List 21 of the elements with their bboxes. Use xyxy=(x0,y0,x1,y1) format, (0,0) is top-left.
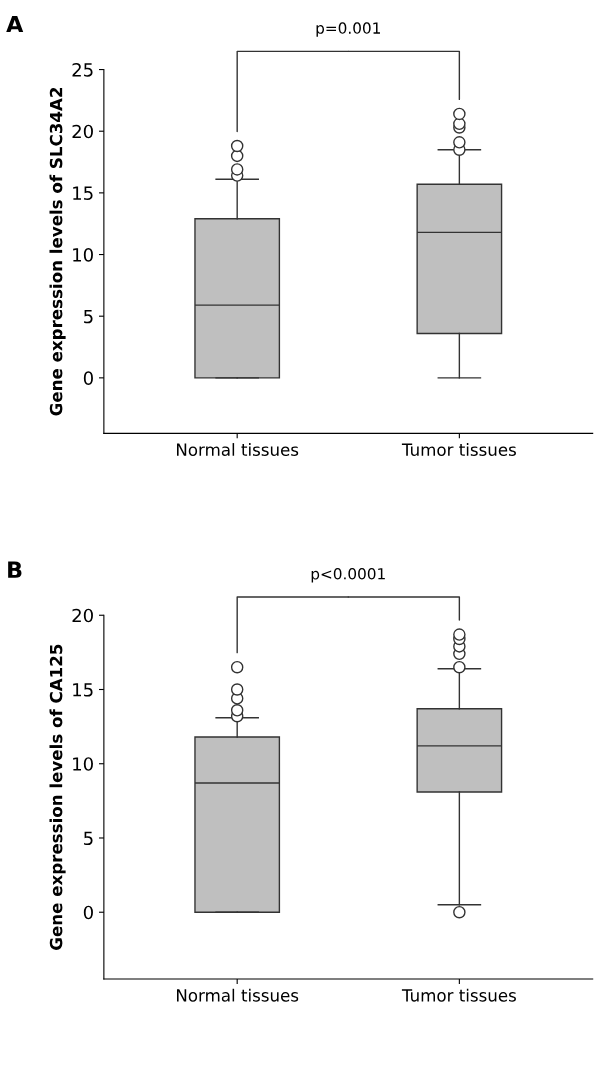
chart-title: B xyxy=(8,561,22,578)
text: p=0.001 xyxy=(316,22,380,37)
y-tick-label: 0 xyxy=(83,371,93,385)
x-tick-label: Normal tissues xyxy=(177,988,299,1002)
y-tick-label: 15 xyxy=(73,683,93,697)
y-tick-label: 15 xyxy=(73,186,93,200)
chart-title: A xyxy=(6,15,24,33)
x-tick-label: Tumor tissues xyxy=(401,443,516,456)
y-tick-label: 5 xyxy=(84,309,93,324)
x-tick-label: Normal tissues xyxy=(177,443,299,456)
y-tick-label: 5 xyxy=(84,831,93,846)
y-tick-label: 10 xyxy=(73,247,93,262)
y-axis-title: Gene expression levels of SLC34A2 xyxy=(49,88,66,416)
y-tick-label: 20 xyxy=(72,608,93,623)
y-tick-label: 0 xyxy=(83,905,93,920)
x-tick-label: Tumor tissues xyxy=(401,988,516,1002)
y-tick-label: 25 xyxy=(72,63,93,77)
y-axis-title: Gene expression levels of CA125 xyxy=(49,644,66,950)
text: p<0.0001 xyxy=(311,567,385,583)
y-tick-label: 10 xyxy=(73,757,93,771)
y-tick-label: 20 xyxy=(72,124,93,139)
